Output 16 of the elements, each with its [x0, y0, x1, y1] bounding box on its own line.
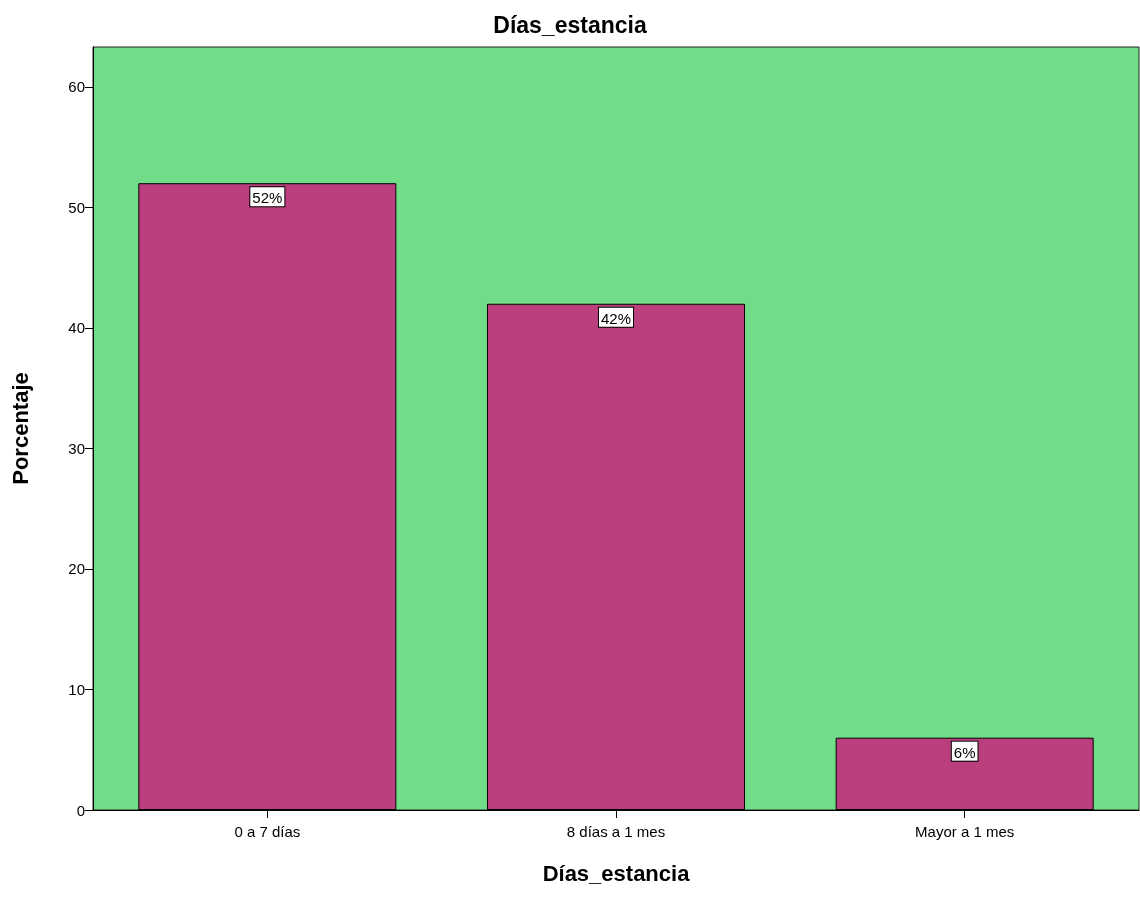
y-tick-label: 60 — [68, 78, 85, 96]
y-tick-label: 20 — [68, 560, 85, 578]
y-axis-title: Porcentaje — [7, 372, 33, 485]
y-tick-label: 40 — [68, 319, 85, 337]
x-tick-label: 8 días a 1 mes — [566, 823, 666, 840]
y-tick-label: 0 — [76, 801, 85, 819]
chart-title: Días_estancia — [493, 11, 647, 38]
x-tick-label: Mayor a 1 mes — [915, 823, 1015, 840]
y-tick-label: 50 — [68, 198, 85, 216]
y-tick-label: 30 — [68, 439, 85, 457]
x-axis-title: Días_estancia — [542, 860, 691, 886]
data-label: 42% — [600, 309, 632, 327]
data-label: 52% — [252, 189, 283, 207]
data-label: 6% — [953, 743, 976, 761]
y-tick-label: 10 — [68, 680, 85, 698]
x-tick-label: 0 a 7 días — [234, 823, 301, 840]
